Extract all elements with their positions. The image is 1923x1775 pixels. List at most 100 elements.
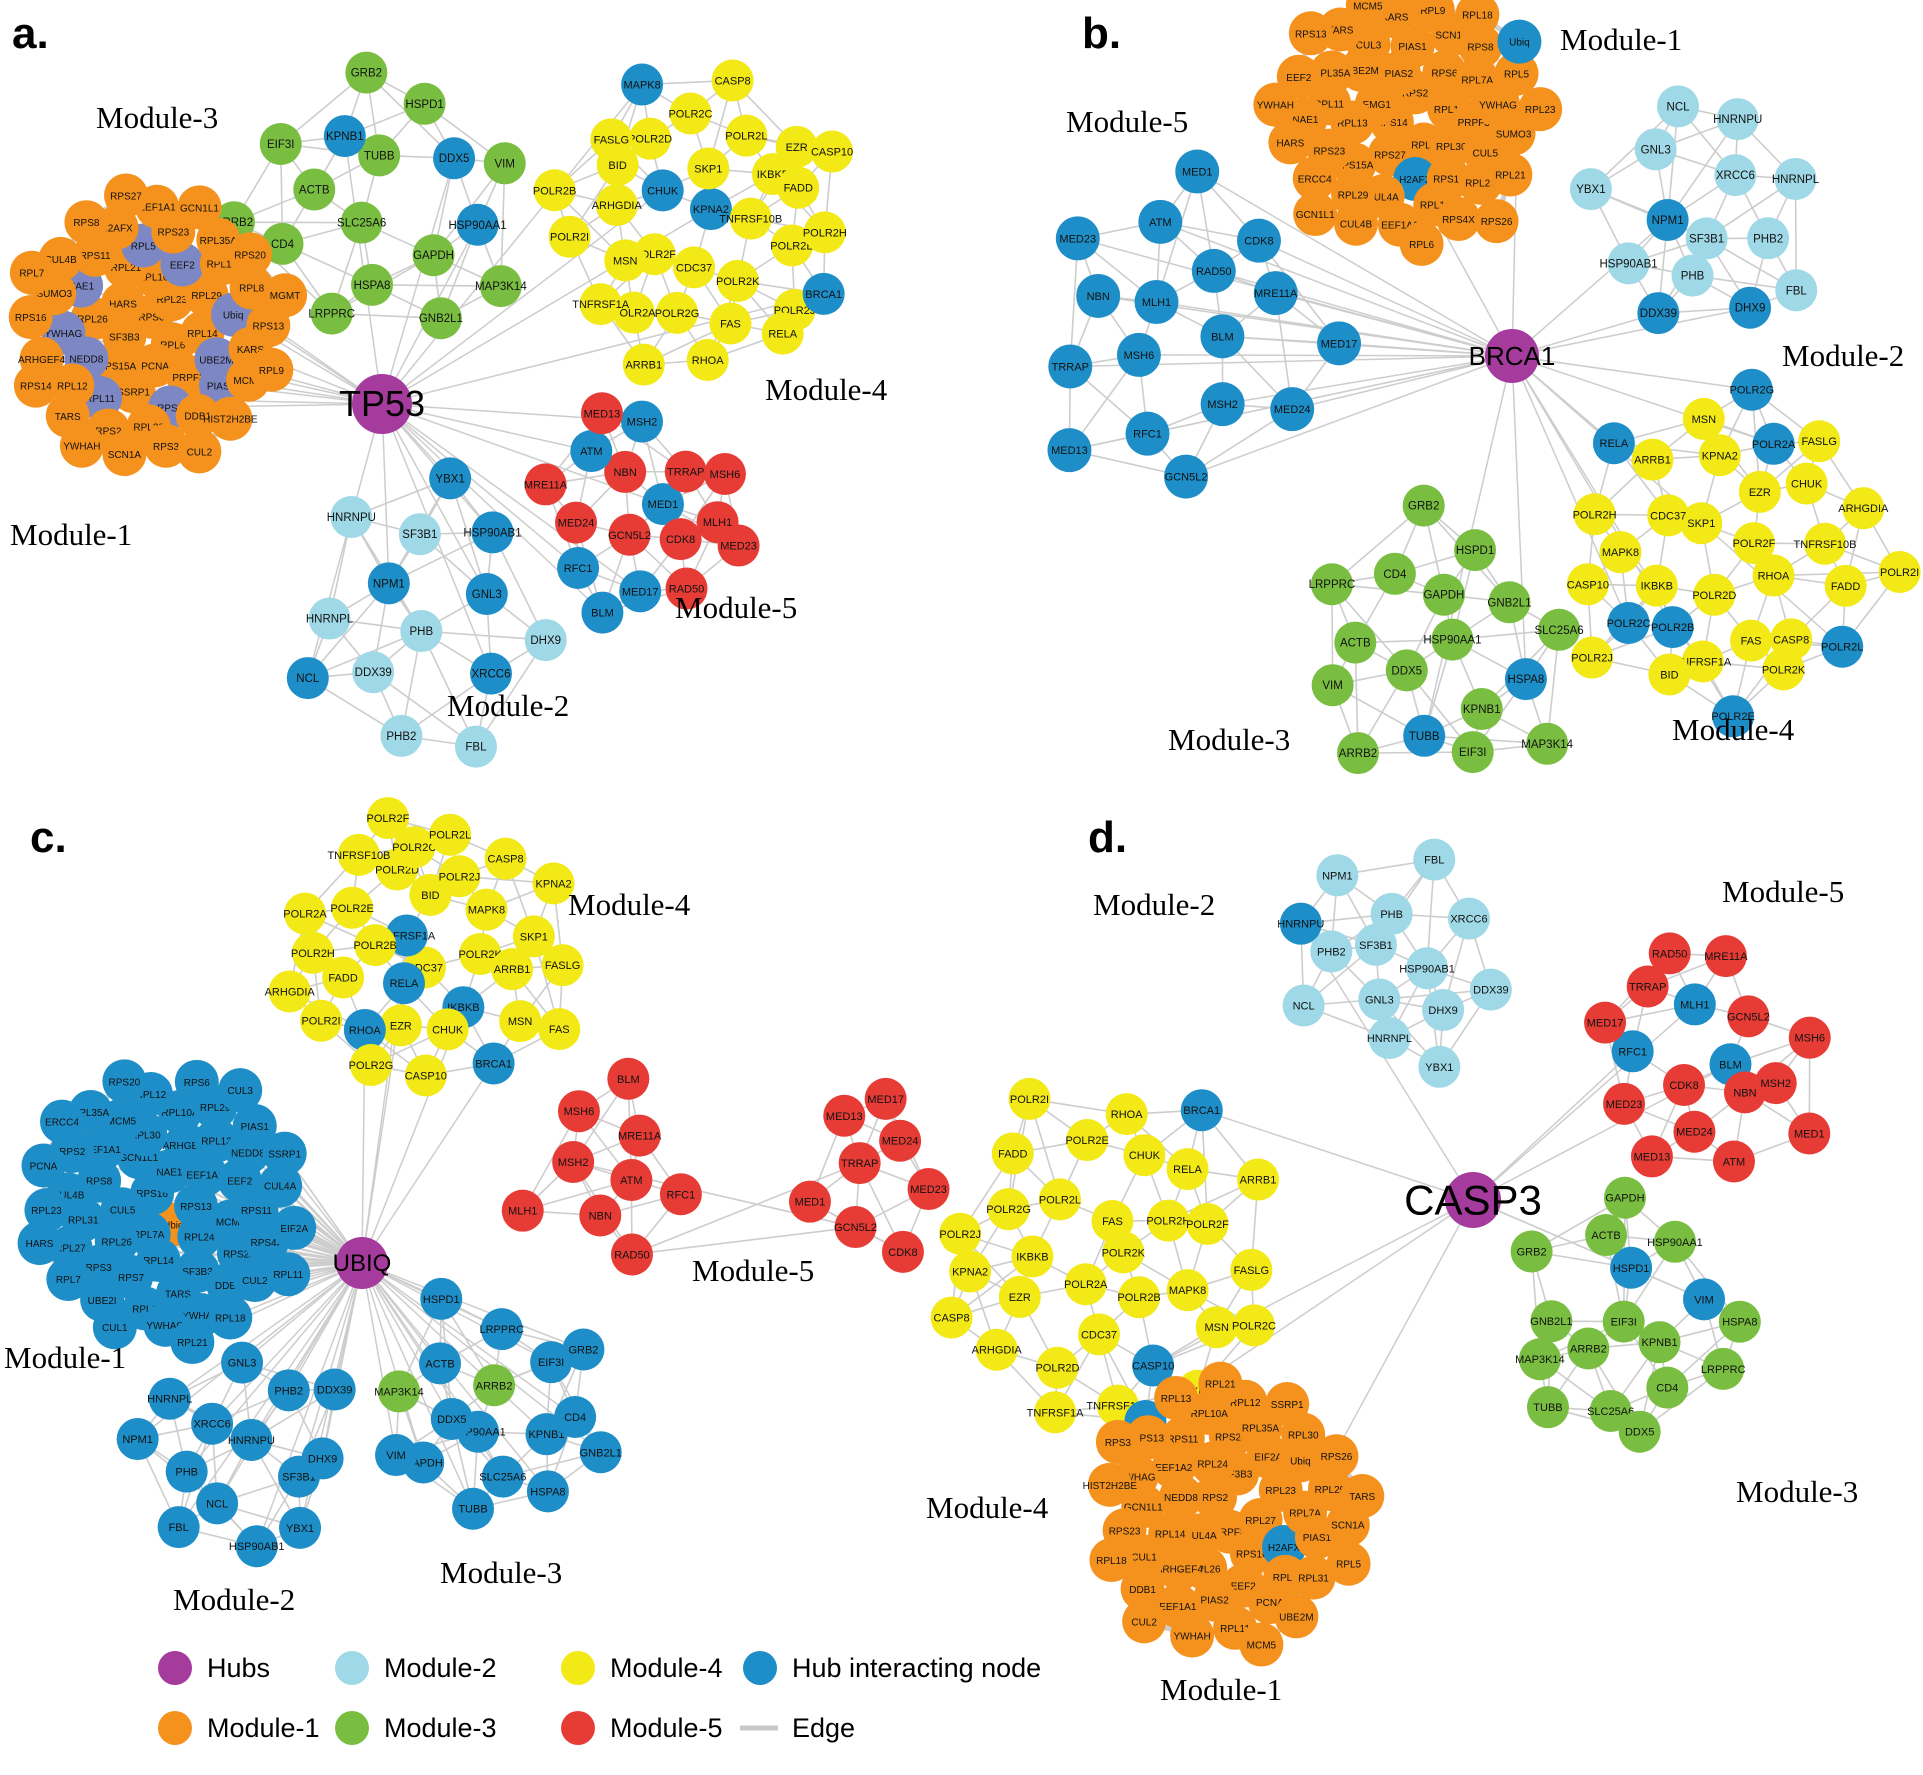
node-MED1 [1175, 149, 1220, 194]
node-label-NAE1: NAE1 [1292, 115, 1319, 126]
node-label-PRPF3: PRPF3 [1213, 1528, 1246, 1539]
edge [372, 671, 477, 748]
hub-edge [1339, 342, 1513, 357]
node-label-NCL: NCL [206, 1498, 228, 1510]
node-label-MED24: MED24 [1676, 1127, 1713, 1139]
node-label-MSH6: MSH6 [564, 1106, 595, 1118]
hub-edge [1511, 219, 1669, 357]
node-label-CHUK: CHUK [1129, 1150, 1161, 1162]
module-title-d-Module-3: Module-3 [1736, 1474, 1858, 1509]
node-label-RPS3: RPS3 [1105, 1438, 1132, 1449]
node-label-RPL26: RPL26 [1190, 1564, 1221, 1575]
node-MSN [499, 1000, 542, 1043]
nodes-panel-d: SF3B1 HSP90AB1 GNL3 PHB DHX9 PHB2 XRCC6 HNRNPL N… [926, 813, 1858, 1707]
node-label-RELA: RELA [768, 329, 797, 341]
node-ARHGEF4 [1157, 1546, 1202, 1591]
node-label-ARRB1: ARRB1 [1634, 455, 1671, 467]
node-label-MLH1: MLH1 [1142, 297, 1171, 309]
node-CASP10 [1566, 563, 1609, 606]
node-label-GCN1L1: GCN1L1 [1296, 210, 1335, 221]
node-label-SLC25A6: SLC25A6 [337, 218, 386, 230]
node-POLR2L [1038, 1178, 1081, 1221]
node-label-SKP1: SKP1 [520, 931, 548, 943]
node-label-HSP90AB1: HSP90AB1 [463, 527, 521, 539]
node-POLR2G [656, 291, 699, 334]
node-label-MSH2: MSH2 [558, 1157, 589, 1169]
node-POLR2B [533, 169, 576, 212]
node-CDK8 [1236, 218, 1281, 263]
node-CUL2 [1122, 1599, 1167, 1644]
node-label-POLR2D: POLR2D [375, 864, 419, 876]
node-label-RPL23: RPL23 [157, 295, 188, 306]
node-NCL [1657, 85, 1700, 128]
node-CDC37 [1078, 1313, 1121, 1356]
node-label-MLH1: MLH1 [1680, 999, 1709, 1011]
node-label-POLR2H: POLR2H [1573, 509, 1617, 521]
node-label-POLR2B: POLR2B [1651, 622, 1694, 634]
node-label-MED13: MED13 [584, 408, 621, 420]
node-POLR2L [1821, 625, 1864, 668]
node-label-PCNA: PCNA [1256, 1598, 1284, 1609]
node-label-MCM5: MCM5 [1247, 1641, 1277, 1652]
node-label-MSH2: MSH2 [1207, 399, 1238, 411]
node-DDX5 [433, 137, 476, 180]
node-label-RPL9: RPL9 [259, 366, 284, 377]
node-label-CUL4A: CUL4A [1367, 192, 1400, 203]
node-label-RFC1: RFC1 [1618, 1046, 1647, 1058]
node-label-RPL35A: RPL35A [1242, 1424, 1280, 1435]
node-label-BID: BID [608, 160, 626, 172]
node-label-XRCC6: XRCC6 [1450, 914, 1487, 926]
module-title-b-Module-2: Module-2 [1782, 338, 1904, 373]
node-label-RPL21: RPL21 [1205, 1380, 1236, 1391]
node-POLR2I [548, 215, 591, 258]
node-label-RPS7: RPS7 [118, 1273, 145, 1284]
node-label-YWHAH: YWHAH [1173, 1632, 1210, 1643]
node-label-EIF3I: EIF3I [1611, 1317, 1637, 1329]
node-label-SKP1: SKP1 [694, 164, 722, 176]
node-label-CASP10: CASP10 [405, 1070, 447, 1082]
node-DHX9 [524, 619, 567, 662]
node-XRCC6 [470, 652, 513, 695]
node-label-RPL13: RPL13 [207, 259, 238, 270]
node-label-CDK8: CDK8 [1244, 236, 1273, 248]
node-FADD [777, 166, 820, 209]
node-label-POLR2K: POLR2K [1762, 664, 1806, 676]
node-CUL2 [232, 1258, 277, 1303]
node-EZR [379, 1004, 422, 1047]
node-label-ERCC4: ERCC4 [45, 1118, 79, 1129]
node-label-TUBB: TUBB [1533, 1402, 1562, 1414]
node-label-MED1: MED1 [1182, 167, 1213, 179]
node-MSH6 [1116, 332, 1161, 377]
legend-label-Module-2: Module-2 [384, 1653, 497, 1683]
node-POLR2H [1147, 1199, 1190, 1242]
node-label-RPL31: RPL31 [1298, 1574, 1329, 1585]
node-label-RPL6: RPL6 [1409, 240, 1434, 251]
node-label-TUBB: TUBB [1409, 731, 1440, 743]
node-label-DHX9: DHX9 [308, 1453, 337, 1465]
node-label-MED17: MED17 [1587, 1018, 1624, 1030]
node-label-POLR2H: POLR2H [1146, 1216, 1190, 1228]
node-GCN5L2 [608, 513, 651, 556]
node-label-MED17: MED17 [622, 586, 659, 598]
node-label-FADD: FADD [784, 183, 813, 195]
node-label-HARS: HARS [1276, 138, 1304, 149]
node-label-MLH1: MLH1 [508, 1206, 537, 1218]
hub-edge [1472, 1003, 1696, 1201]
node-label-RPL18: RPL18 [215, 1314, 246, 1325]
node-label-BRCA1: BRCA1 [1183, 1105, 1220, 1117]
node-label-POLR2J: POLR2J [439, 871, 481, 883]
node-HIST2H2BE [1087, 1462, 1132, 1507]
node-label-KARS: KARS [237, 345, 265, 356]
node-HNRNPL [1368, 1017, 1411, 1060]
node-HSP90AB1 [471, 511, 514, 554]
node-VIM [1311, 664, 1354, 707]
node-label-BLM: BLM [1719, 1059, 1742, 1071]
node-IKBKB [1635, 564, 1678, 607]
node-label-MSN: MSN [1204, 1322, 1229, 1334]
node-label-XRCC6: XRCC6 [1716, 170, 1755, 182]
node-POLR2K [459, 933, 502, 976]
node-label-LRPPRC: LRPPRC [308, 309, 355, 321]
node-FAS [709, 302, 752, 345]
node-label-RPL24: RPL24 [184, 1232, 215, 1243]
legend-label-Module-5: Module-5 [610, 1713, 723, 1743]
